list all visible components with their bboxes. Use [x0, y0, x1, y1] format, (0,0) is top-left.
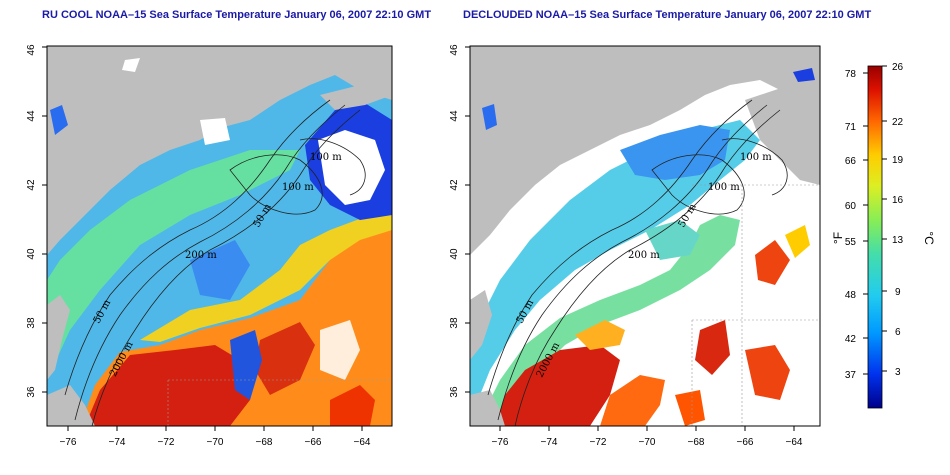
left-map — [47, 46, 392, 426]
left-lon-tick: −66 — [305, 437, 322, 448]
right-panel-title: DECLOUDED NOAA–15 Sea Surface Temperatur… — [463, 9, 872, 21]
left-lat-tick: 44 — [26, 110, 37, 122]
celsius-unit-label: °C — [922, 231, 936, 245]
right-map — [470, 46, 820, 426]
left-lat-tick: 46 — [26, 44, 37, 56]
left-lon-tick: −70 — [207, 437, 224, 448]
right-lon-tick: −72 — [590, 437, 607, 448]
right-contour-2000m — [514, 109, 781, 426]
right-lat-tick: 36 — [449, 386, 460, 398]
celsius-tick: 13 — [892, 235, 904, 246]
right-x-axis — [499, 426, 795, 431]
left-lat-tick: 42 — [26, 179, 37, 191]
left-lon-tick: −72 — [158, 437, 175, 448]
left-contour-2000m — [91, 109, 361, 426]
left-contour-georges — [229, 154, 323, 215]
right-lat-tick: 46 — [449, 44, 460, 56]
left-lat-tick: 36 — [26, 386, 37, 398]
fahrenheit-tick: 37 — [845, 370, 857, 381]
celsius-tick: 3 — [895, 367, 901, 378]
right-lon-tick: −74 — [541, 437, 558, 448]
right-x-tick-labels: −76 −74 −72 −70 −68 −66 −64 — [492, 437, 803, 448]
fahrenheit-tick: 78 — [845, 69, 857, 80]
fahrenheit-tick: 66 — [845, 156, 857, 167]
right-warm-core — [495, 345, 620, 426]
fahrenheit-tick: 42 — [845, 334, 857, 345]
left-contour-label: 100 m — [282, 182, 314, 193]
celsius-tick-labels: 26 22 19 16 13 9 6 3 — [892, 62, 904, 378]
left-lat-tick: 38 — [26, 317, 37, 329]
fahrenheit-tick: 48 — [845, 290, 857, 301]
temperature-colorbar: 78 71 66 60 55 48 42 37 26 22 19 16 13 9… — [831, 62, 936, 409]
left-x-tick-labels: −76 −74 −72 −70 −68 −66 −64 — [60, 437, 371, 448]
celsius-tick: 6 — [895, 327, 901, 338]
right-lon-tick: −70 — [639, 437, 656, 448]
left-x-axis — [67, 426, 363, 431]
left-contour-50m — [64, 99, 331, 396]
right-y-axis — [465, 46, 470, 393]
celsius-tick: 26 — [892, 62, 904, 73]
left-lon-tick: −74 — [109, 437, 126, 448]
right-contour-label: 100 m — [740, 152, 772, 163]
right-contour-label: 200 m — [628, 250, 660, 261]
left-land — [47, 46, 392, 255]
right-lat-tick: 40 — [449, 248, 460, 260]
right-lon-tick: −64 — [786, 437, 803, 448]
colorbar-gradient — [867, 65, 883, 409]
left-y-axis — [42, 46, 47, 393]
right-lat-tick: 44 — [449, 110, 460, 122]
celsius-tick: 19 — [892, 155, 904, 166]
right-contour-200m — [497, 104, 768, 421]
right-y-tick-labels: 36 38 40 42 44 46 — [449, 44, 460, 398]
right-lat-tick: 42 — [449, 179, 460, 191]
fahrenheit-tick: 71 — [845, 122, 857, 133]
right-map-frame — [469, 45, 821, 427]
fahrenheit-unit-label: °F — [831, 232, 845, 244]
right-contour-50m — [487, 99, 753, 396]
right-lon-tick: −66 — [737, 437, 754, 448]
left-lat-tick: 40 — [26, 248, 37, 260]
fahrenheit-tick-labels: 78 71 66 60 55 48 42 37 — [845, 69, 857, 381]
fahrenheit-tick: 60 — [845, 201, 857, 212]
celsius-tick: 16 — [892, 195, 904, 206]
right-land — [470, 46, 820, 255]
left-lon-tick: −76 — [60, 437, 77, 448]
celsius-tick: 9 — [895, 287, 901, 298]
right-lat-tick: 38 — [449, 317, 460, 329]
left-contour-label: 200 m — [185, 250, 217, 261]
left-contour-label: 100 m — [310, 152, 342, 163]
celsius-tick: 22 — [892, 117, 904, 128]
left-map-frame — [46, 45, 393, 427]
left-y-tick-labels: 36 38 40 42 44 46 — [26, 44, 37, 398]
left-panel-title: RU COOL NOAA–15 Sea Surface Temperature … — [42, 9, 432, 21]
right-contour-label: 100 m — [708, 182, 740, 193]
fahrenheit-tick: 55 — [845, 237, 857, 248]
right-lon-tick: −68 — [688, 437, 705, 448]
right-lon-tick: −76 — [492, 437, 509, 448]
left-contour-200m — [74, 104, 346, 421]
left-lon-tick: −64 — [354, 437, 371, 448]
left-lon-tick: −68 — [256, 437, 273, 448]
